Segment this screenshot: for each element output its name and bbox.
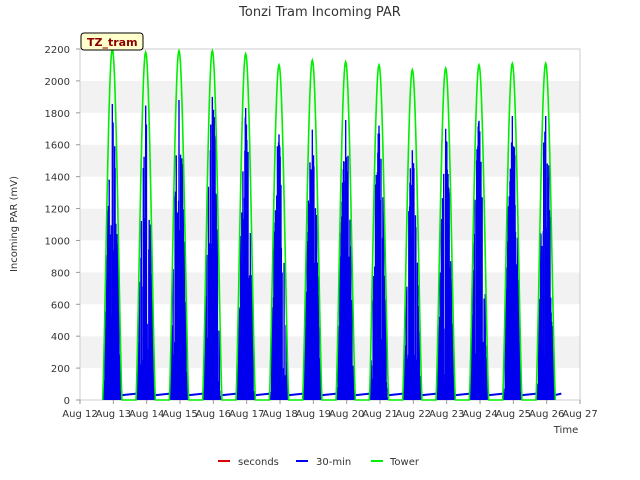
x-tick-label: Aug 16 <box>196 409 231 420</box>
legend-seconds-label: seconds <box>238 457 279 468</box>
y-tick-label: 400 <box>51 332 70 343</box>
site-tag-label: TZ_tram <box>87 36 138 49</box>
series-tower <box>101 46 557 401</box>
x-tick-label: Aug 14 <box>129 409 164 420</box>
x-axis-label: Time <box>553 425 578 436</box>
y-axis-label: Incoming PAR (mV) <box>9 176 20 272</box>
series-30-min-night <box>354 392 371 397</box>
y-tick-label: 1400 <box>45 173 70 184</box>
x-tick-label: Aug 12 <box>62 409 97 420</box>
series-30-min-day <box>469 120 504 400</box>
x-tick-label: Aug 21 <box>362 409 397 420</box>
series-30-min-day <box>169 100 204 400</box>
x-tick-label: Aug 19 <box>296 409 331 420</box>
x-tick-label: Aug 27 <box>562 409 597 420</box>
y-tick-label: 2200 <box>45 45 70 56</box>
y-tick-label: 1200 <box>45 205 70 216</box>
series-30-min-day <box>403 150 437 400</box>
grid-band <box>80 176 580 209</box>
x-tick-label: Aug 17 <box>229 409 264 420</box>
series-30-min-night <box>387 392 404 397</box>
y-tick-label: 1000 <box>45 236 70 247</box>
x-tick-label: Aug 25 <box>496 409 531 420</box>
y-tick-label: 800 <box>51 268 70 279</box>
series-30-min-day <box>336 119 371 400</box>
series-30-min-day <box>536 116 562 400</box>
x-tick-label: Aug 26 <box>529 409 564 420</box>
y-tick-label: 0 <box>64 396 70 407</box>
y-tick-label: 600 <box>51 300 70 311</box>
series-30-min-night <box>254 392 271 397</box>
grid-band <box>80 80 580 113</box>
series-30-min-night <box>121 392 137 397</box>
series-30-min-day <box>303 129 337 400</box>
series-30-min-night <box>521 392 537 397</box>
grid-band <box>80 49 580 81</box>
series-30-min-day <box>369 125 404 400</box>
legend-30-min-label: 30-min <box>316 457 351 468</box>
series-30-min-night <box>187 392 204 397</box>
grid-band <box>80 240 580 273</box>
series-30-min-night <box>287 392 304 397</box>
grid-band <box>80 272 580 305</box>
series-30-min-night <box>454 392 471 397</box>
grid-band <box>80 304 580 337</box>
series-30-min-day <box>203 96 237 400</box>
x-tick-label: Aug 20 <box>329 409 364 420</box>
y-tick-label: 2000 <box>45 77 70 88</box>
y-tick-label: 1800 <box>45 109 70 120</box>
series-30-min <box>103 96 562 400</box>
x-tick-label: Aug 18 <box>262 409 297 420</box>
chart-title: Tonzi Tram Incoming PAR <box>238 5 401 20</box>
grid-bands <box>80 49 580 400</box>
series-30-min-night <box>421 392 437 397</box>
series-30-min-day <box>103 104 137 400</box>
x-tick-label: Aug 13 <box>96 409 131 420</box>
x-tick-label: Aug 23 <box>429 409 464 420</box>
series-30-min-night <box>221 392 237 397</box>
series-tower-line <box>101 46 557 401</box>
grid-band <box>80 336 580 369</box>
series-30-min-night <box>321 392 337 397</box>
series-30-min-day <box>436 128 471 400</box>
site-tag-box <box>80 32 144 51</box>
x-tick-label: Aug 15 <box>162 409 197 420</box>
y-tick-label: 1600 <box>45 141 70 152</box>
grid-band <box>80 112 580 145</box>
site-tag: TZ_tram <box>80 32 144 51</box>
x-tick-label: Aug 24 <box>462 409 497 420</box>
legend-tower-label: Tower <box>389 457 420 468</box>
x-tick-label: Aug 22 <box>396 409 431 420</box>
y-axis-ticks: 0 200 400 600 800 1000 1200 1400 1600 1800 2000 220… <box>45 45 80 407</box>
y-tick-label: 200 <box>51 364 70 375</box>
series-30-min-night <box>487 392 504 397</box>
series-30-min-night <box>154 392 171 397</box>
series-30-min-day <box>269 134 304 400</box>
series-30-min-day <box>503 116 537 400</box>
grid-band <box>80 144 580 177</box>
series-30-min-day <box>236 108 271 400</box>
legend: seconds 30-min Tower <box>218 457 420 468</box>
grid-band <box>80 208 580 241</box>
